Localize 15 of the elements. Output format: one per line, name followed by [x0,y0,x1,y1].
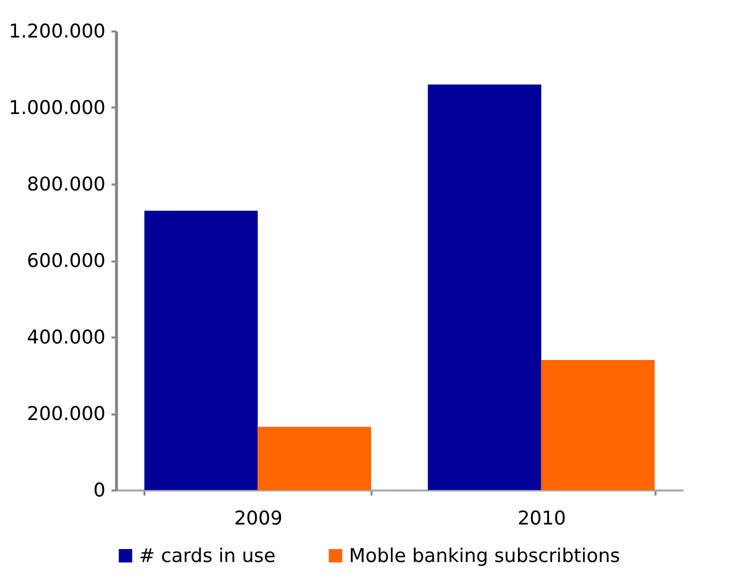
bar [541,360,655,490]
legend-label: # cards in use [139,544,276,567]
y-tick-label: 1.000.000 [8,97,106,119]
bar [428,84,542,490]
bar [258,426,372,490]
y-tick-label: 600.000 [26,250,106,272]
x-tick-label: 2009 [234,508,282,530]
legend-label: Moble banking subscribtions [349,544,620,567]
bar [144,210,258,490]
y-tick-label: 1.200.000 [8,20,106,42]
y-tick-label: 400.000 [26,326,106,348]
y-tick-label: 800.000 [26,174,106,196]
y-tick-label: 0 [93,480,106,502]
y-tick-label: 200.000 [26,403,106,425]
x-tick-label: 2010 [518,508,566,530]
